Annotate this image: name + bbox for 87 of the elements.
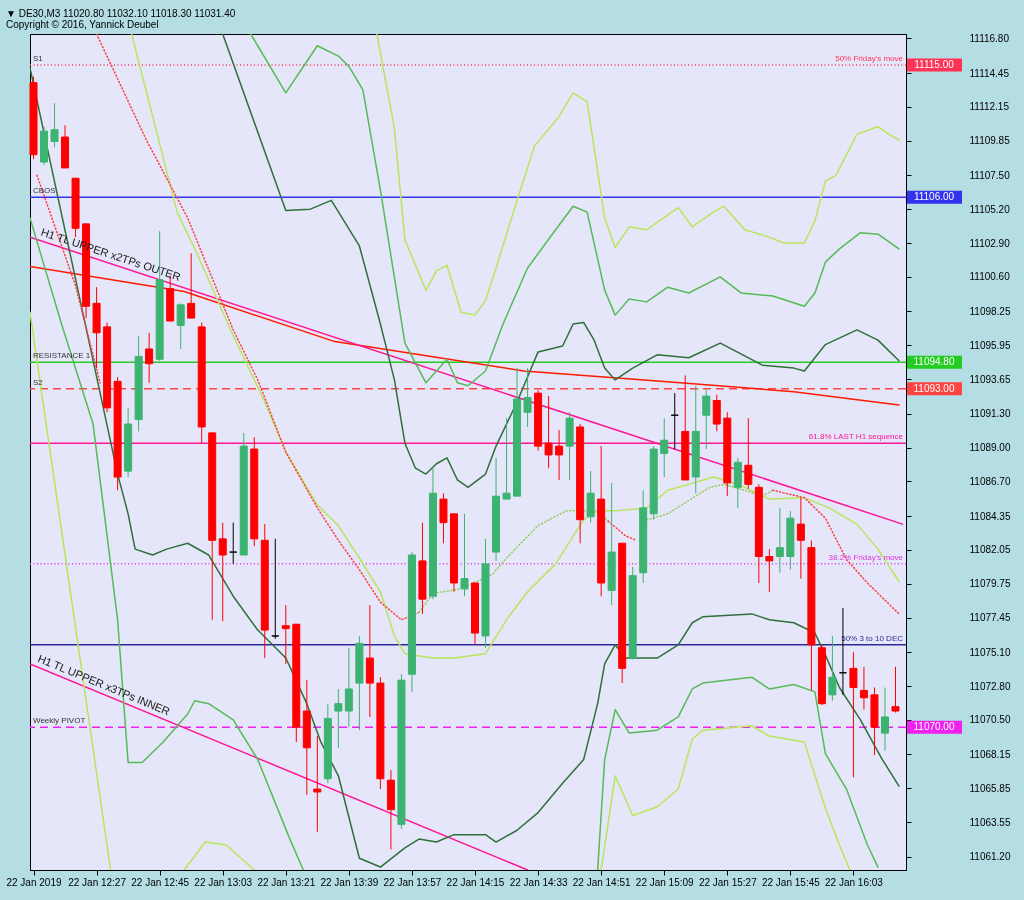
candlestick <box>796 497 805 580</box>
candlestick <box>660 417 669 478</box>
x-tick-label: 22 Jan 12:27 <box>68 876 127 888</box>
x-tick-label: 22 Jan 13:21 <box>257 876 316 888</box>
y-tick-label: 11109.85 <box>969 135 1011 147</box>
y-tick-label: 11100.60 <box>969 271 1011 283</box>
x-tick-label: 22 Jan 14:33 <box>509 876 568 888</box>
x-tick-label: 22 Jan 16:03 <box>825 876 884 888</box>
chart-subtitle: Copyright © 2016, Yannick Deubel <box>5 19 159 31</box>
x-tick-label: 22 Jan 2019 <box>6 876 62 888</box>
candlestick <box>859 666 868 711</box>
candlestick <box>849 651 858 778</box>
candlestick <box>586 470 595 524</box>
y-tick-label: 11068.15 <box>969 748 1011 760</box>
candlestick <box>555 429 564 481</box>
annotation: 38.2% Friday's move <box>828 552 904 562</box>
line-series <box>596 676 879 870</box>
y-tick-label: 11107.50 <box>969 169 1011 181</box>
y-tick-label: 11079.75 <box>969 578 1011 590</box>
y-tick-label: 11114.45 <box>969 67 1010 79</box>
y-tick-label: 11063.55 <box>969 816 1011 828</box>
candlestick <box>176 302 185 350</box>
line-series <box>600 725 851 870</box>
candlestick <box>313 735 322 833</box>
y-tick-label: 11077.45 <box>969 612 1011 624</box>
line-series <box>30 217 305 870</box>
x-tick-label: 22 Jan 14:15 <box>446 876 505 888</box>
candlestick <box>828 635 837 702</box>
candlestick <box>218 522 227 622</box>
x-tick-label: 22 Jan 15:09 <box>635 876 695 888</box>
candlestick <box>145 332 154 384</box>
x-tick-label: 22 Jan 13:03 <box>194 876 253 888</box>
y-tick-label: 11093.65 <box>969 373 1011 385</box>
chart-title: ▼ DE30,M3 11020.80 11032.10 11018.30 11031.40 <box>5 8 236 20</box>
annotation: 50% Friday's move <box>835 53 904 63</box>
x-tick-label: 22 Jan 15:45 <box>761 876 821 888</box>
annotation: 61.8% LAST H1 sequence <box>808 432 904 442</box>
x-tick-label: 22 Jan 13:39 <box>320 876 379 888</box>
y-tick-label: 11072.80 <box>969 680 1011 692</box>
x-tick-label: 22 Jan 12:45 <box>131 876 190 888</box>
candlestick <box>712 394 721 432</box>
y-tick-label: 11095.95 <box>969 339 1011 351</box>
annotation: CBOS <box>33 186 56 196</box>
candlestick <box>344 647 353 728</box>
y-tick-label: 11091.30 <box>969 408 1011 420</box>
y-tick-label: 11075.10 <box>969 646 1011 658</box>
candlestick <box>334 688 343 749</box>
y-tick-label: 11065.85 <box>969 782 1011 794</box>
y-tick-label: 11082.05 <box>969 544 1011 556</box>
y-tick-label: 11089.00 <box>969 442 1011 454</box>
candlestick <box>765 548 774 593</box>
x-tick-label: 22 Jan 14:51 <box>572 876 631 888</box>
candlestick <box>50 102 59 148</box>
candlestick <box>229 522 238 565</box>
y-tick-label: 11061.20 <box>969 851 1011 863</box>
candlestick <box>502 417 511 500</box>
annotation: Weekly PIVOT <box>33 716 86 726</box>
x-tick-label: 22 Jan 13:57 <box>383 876 442 888</box>
line-series <box>418 510 609 614</box>
ref-line-label: 11115.00 <box>914 58 955 70</box>
candlestick <box>271 538 280 640</box>
candlestick <box>187 252 196 319</box>
candlestick <box>891 666 900 714</box>
y-tick-label: 11105.20 <box>969 203 1011 215</box>
y-tick-label: 11112.15 <box>969 101 1010 113</box>
ref-line-label: 11106.00 <box>913 191 955 203</box>
candlestick <box>460 513 469 597</box>
y-tick-label: 11070.50 <box>969 714 1011 726</box>
candlestick <box>439 492 448 544</box>
candlestick <box>544 395 553 469</box>
candlestick <box>281 604 290 665</box>
candlestick <box>775 507 784 574</box>
y-tick-label: 11116.80 <box>969 32 1010 44</box>
y-tick-label: 11084.35 <box>969 510 1011 522</box>
candlestick <box>523 367 532 428</box>
ref-line-label: 11094.80 <box>913 356 955 368</box>
y-tick-label: 11098.25 <box>969 305 1011 317</box>
candlestick <box>702 389 711 450</box>
annotation: S1 <box>33 53 44 63</box>
ref-line-label: 11070.00 <box>913 721 955 733</box>
line-series <box>645 483 774 521</box>
y-tick-label: 11086.70 <box>969 475 1011 487</box>
candlestick <box>880 686 889 752</box>
candlestick <box>744 417 753 490</box>
x-tick-label: 22 Jan 15:27 <box>698 876 758 888</box>
y-tick-label: 11102.90 <box>969 237 1011 249</box>
ref-line-label: 11093.00 <box>913 382 955 394</box>
